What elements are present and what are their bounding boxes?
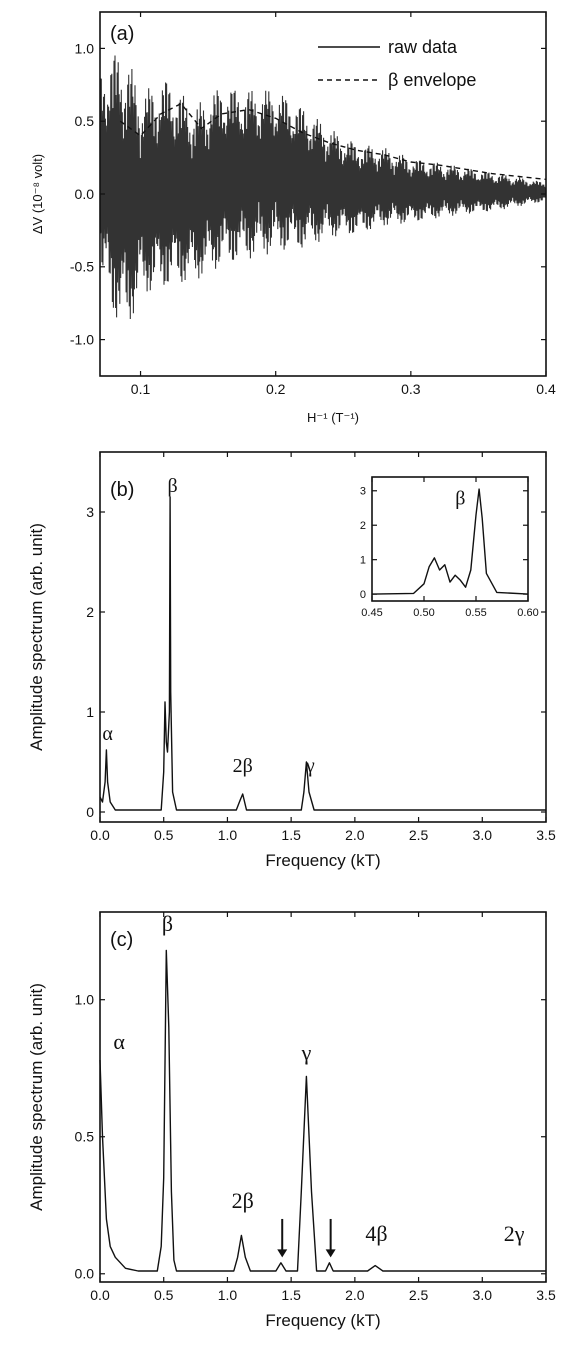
panel-c-y-tick-label: 0.0 bbox=[75, 1266, 95, 1282]
panel-b-spectrum-trace bbox=[99, 496, 546, 811]
panel-b-x-axis-title: Frequency (kT) bbox=[265, 851, 380, 870]
panel-b-peak-label: β bbox=[168, 475, 178, 497]
panel-c-peak-label: 4β bbox=[365, 1221, 387, 1246]
panel-c-arrow-head bbox=[325, 1249, 336, 1258]
panel-c-y-tick-label: 0.5 bbox=[75, 1129, 95, 1145]
panel-a-y-axis-title: ΔV (10⁻⁸ volt) bbox=[30, 154, 45, 234]
panel-a-label: (a) bbox=[110, 23, 134, 45]
panel-b-x-tick-label: 0.0 bbox=[90, 827, 110, 843]
panel-a-y-tick-label: -0.5 bbox=[70, 259, 94, 275]
legend-beta-envelope-label: β envelope bbox=[388, 70, 476, 90]
panel-b-peak-label: α bbox=[102, 723, 113, 745]
panel-c-y-tick-label: 1.0 bbox=[75, 992, 95, 1008]
inset-y-tick-label: 0 bbox=[360, 589, 366, 601]
panel-a-y-tick-label: 0.5 bbox=[75, 113, 95, 129]
panel-b-x-tick-label: 2.0 bbox=[345, 827, 365, 843]
panel-c-peak-label: 2β bbox=[232, 1188, 254, 1213]
panel-c-peak-label: α bbox=[113, 1029, 125, 1054]
panel-a-x-axis-title: H⁻¹ (T⁻¹) bbox=[307, 410, 359, 425]
panel-b-label: (b) bbox=[110, 479, 134, 501]
panel-b-x-tick-label: 2.5 bbox=[409, 827, 429, 843]
panel-c-label: (c) bbox=[110, 929, 133, 951]
panel-b-y-tick-label: 2 bbox=[86, 604, 94, 620]
panel-b-x-tick-label: 0.5 bbox=[154, 827, 174, 843]
legend-raw-data-label: raw data bbox=[388, 37, 458, 57]
panel-b-peak-label: γ bbox=[305, 755, 315, 777]
panel-a-x-tick-label: 0.3 bbox=[401, 381, 421, 397]
panel-a-y-tick-label: -1.0 bbox=[70, 332, 94, 348]
panel-c-x-axis-title: Frequency (kT) bbox=[265, 1311, 380, 1330]
panel-c-fft-spectrum: 0.0 0.5 1.0 1.5 2.0 2.5 3.0 3.5 0.0 0.5 1.0 (c) α β 2β… bbox=[27, 911, 556, 1330]
panel-c-x-tick-label: 2.0 bbox=[345, 1287, 365, 1303]
inset-peak-label: β bbox=[455, 488, 465, 510]
panel-b-x-tick-label: 3.5 bbox=[536, 827, 556, 843]
panel-a-x-tick-label: 0.4 bbox=[536, 381, 556, 397]
panel-a-y-tick-label: 0.0 bbox=[75, 186, 95, 202]
panel-c-x-tick-label: 1.0 bbox=[218, 1287, 238, 1303]
panel-c-y-axis-title: Amplitude spectrum (arb. unit) bbox=[27, 983, 46, 1211]
panel-b-plot-frame bbox=[99, 451, 547, 823]
panel-c-x-tick-label: 3.5 bbox=[536, 1287, 556, 1303]
inset-y-tick-label: 3 bbox=[360, 486, 366, 498]
panel-a-y-tick-label: 1.0 bbox=[75, 40, 95, 56]
panel-c-arrow-head bbox=[277, 1249, 288, 1258]
inset-x-tick-label: 0.45 bbox=[361, 607, 382, 619]
panel-c-peak-label: β bbox=[162, 911, 173, 936]
panel-a-x-tick-label: 0.2 bbox=[266, 381, 286, 397]
panel-c-plot-frame bbox=[99, 911, 547, 1283]
panel-b-x-tick-label: 3.0 bbox=[473, 827, 493, 843]
inset-x-tick-label: 0.50 bbox=[413, 607, 434, 619]
panel-b-y-axis-title: Amplitude spectrum (arb. unit) bbox=[27, 523, 46, 751]
panel-c-x-tick-label: 3.0 bbox=[473, 1287, 493, 1303]
inset-spectrum-trace bbox=[371, 488, 529, 595]
panel-c-spectrum-trace bbox=[99, 949, 546, 1272]
inset-plot-frame bbox=[371, 476, 529, 602]
panel-b-x-tick-label: 1.5 bbox=[281, 827, 301, 843]
inset-x-tick-label: 0.60 bbox=[517, 607, 538, 619]
raw-data-trace bbox=[100, 55, 546, 320]
inset-y-tick-label: 1 bbox=[360, 555, 366, 567]
panel-a-x-tick-label: 0.1 bbox=[131, 381, 151, 397]
panel-a-raw-data: 0.1 0.2 0.3 0.4 -1.0 -0.5 0.0 0.5 1.0 (a) raw data… bbox=[30, 11, 556, 425]
panel-c-peak-label: γ bbox=[301, 1040, 312, 1065]
inset-x-tick-label: 0.55 bbox=[465, 607, 486, 619]
panel-b-y-tick-label: 3 bbox=[86, 504, 94, 520]
panel-c-x-tick-label: 2.5 bbox=[409, 1287, 429, 1303]
panel-c-peak-label: 2γ bbox=[504, 1221, 525, 1246]
panel-c-x-tick-label: 0.5 bbox=[154, 1287, 174, 1303]
panel-b-y-tick-label: 1 bbox=[86, 704, 94, 720]
panel-b-x-tick-label: 1.0 bbox=[218, 827, 238, 843]
panel-c-x-tick-label: 1.5 bbox=[281, 1287, 301, 1303]
panel-b-y-tick-label: 0 bbox=[86, 804, 94, 820]
panel-c-x-tick-label: 0.0 bbox=[90, 1287, 110, 1303]
beta-envelope-trace bbox=[119, 102, 547, 181]
panel-b-peak-label: 2β bbox=[233, 755, 253, 777]
inset-y-tick-label: 2 bbox=[360, 520, 366, 532]
